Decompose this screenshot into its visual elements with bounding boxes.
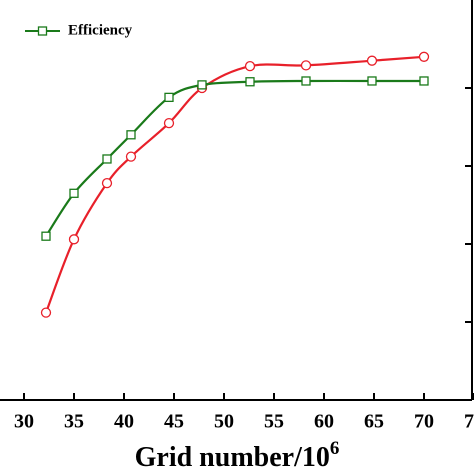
marker (164, 92, 174, 103)
x-tick-label: 55 (264, 411, 284, 433)
x-axis-label-text: Grid number/10 (135, 442, 330, 473)
legend-marker (37, 26, 48, 36)
x-axis-label: Grid number/106 (135, 438, 340, 473)
marker (245, 77, 255, 87)
marker (40, 307, 52, 318)
marker (418, 51, 430, 62)
marker (367, 76, 377, 86)
marker (301, 76, 311, 86)
x-axis-label-superscript: 6 (330, 438, 340, 459)
marker (419, 76, 429, 86)
x-tick-label: 60 (314, 411, 334, 433)
marker (102, 154, 112, 164)
marker (125, 151, 137, 162)
marker (244, 61, 256, 72)
x-tick-label: 75 (464, 411, 474, 433)
line (45, 79, 424, 237)
marker (300, 60, 312, 71)
marker (41, 231, 51, 241)
line (44, 55, 425, 314)
marker (163, 117, 175, 129)
marker (69, 188, 79, 198)
marker (101, 178, 113, 189)
x-tick-label: 45 (164, 411, 184, 433)
marker (366, 55, 378, 66)
x-tick-label: 40 (114, 411, 134, 433)
marker (197, 80, 207, 90)
x-tick-label: 65 (364, 411, 384, 433)
x-tick-label: 35 (64, 411, 84, 433)
x-tick-label: 50 (214, 411, 234, 433)
x-tick-label: 70 (414, 411, 434, 433)
x-tick-label: 30 (14, 411, 34, 433)
legend-label: Efficiency (68, 22, 133, 38)
marker (126, 130, 136, 140)
marker (68, 234, 80, 245)
